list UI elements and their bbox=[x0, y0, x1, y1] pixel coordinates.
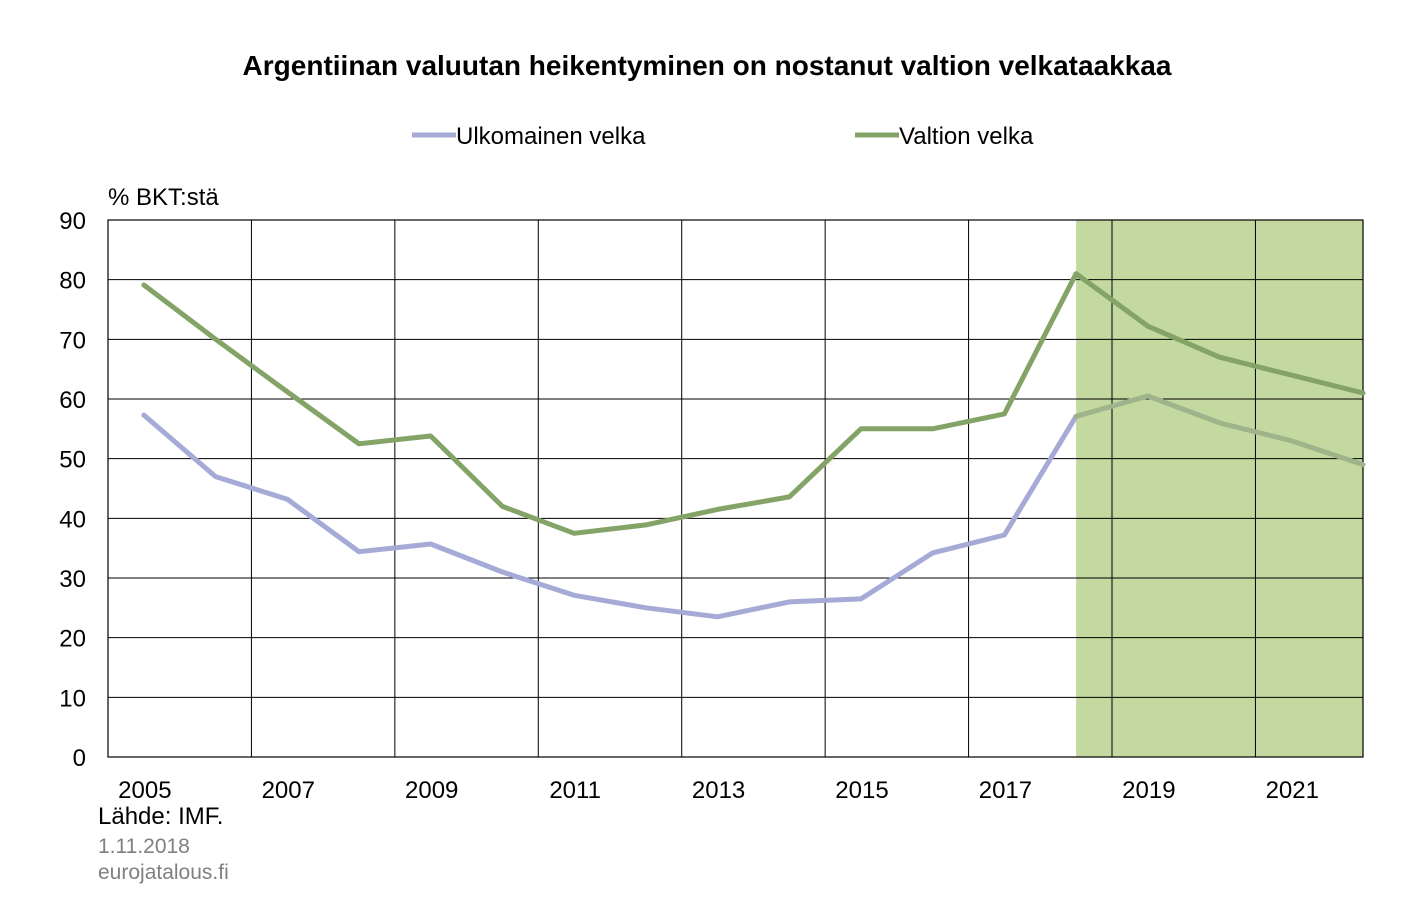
y-tick-label: 30 bbox=[59, 566, 86, 593]
x-tick-label: 2005 bbox=[118, 777, 171, 804]
chart-title: Argentiinan valuutan heikentyminen on no… bbox=[243, 50, 1172, 81]
source-note: Lähde: IMF. bbox=[98, 803, 224, 830]
x-tick-label: 2015 bbox=[835, 777, 888, 804]
x-tick-label: 2013 bbox=[692, 777, 745, 804]
series-line-valtion-forecast bbox=[1073, 271, 1366, 396]
y-tick-label: 80 bbox=[59, 268, 86, 295]
y-axis-label: % BKT:stä bbox=[108, 184, 219, 211]
publish-date: 1.11.2018 bbox=[98, 835, 190, 858]
series-line-valtion bbox=[141, 271, 1079, 536]
y-tick-label: 60 bbox=[59, 387, 86, 414]
y-tick-label: 90 bbox=[59, 208, 86, 235]
site-name: eurojatalous.fi bbox=[98, 861, 229, 884]
series-line-ulkomainen bbox=[141, 412, 1079, 620]
legend-label-valtion: Valtion velka bbox=[899, 123, 1034, 150]
forecast-shading bbox=[1076, 220, 1363, 757]
y-tick-label: 70 bbox=[59, 327, 86, 354]
series-line-ulkomainen-forecast bbox=[1073, 393, 1366, 468]
x-tick-label: 2007 bbox=[262, 777, 315, 804]
y-tick-label: 40 bbox=[59, 506, 86, 533]
y-tick-label: 0 bbox=[73, 745, 86, 772]
x-tick-label: 2011 bbox=[549, 777, 601, 804]
legend: Ulkomainen velka Valtion velka bbox=[412, 123, 1034, 150]
x-tick-label: 2009 bbox=[405, 777, 458, 804]
y-tick-label: 50 bbox=[59, 447, 86, 474]
x-tick-label: 2017 bbox=[979, 777, 1032, 804]
plot-frame bbox=[107, 219, 1364, 758]
y-tick-label: 20 bbox=[59, 626, 86, 653]
plot-area: 0 10 20 30 40 50 60 70 80 90 2005 2007 2009 2011 2013 2… bbox=[59, 208, 1366, 804]
legend-label-ulkomainen: Ulkomainen velka bbox=[456, 123, 646, 150]
y-tick-label: 10 bbox=[59, 685, 86, 712]
x-tick-label: 2021 bbox=[1266, 777, 1319, 804]
x-tick-label: 2019 bbox=[1122, 777, 1175, 804]
